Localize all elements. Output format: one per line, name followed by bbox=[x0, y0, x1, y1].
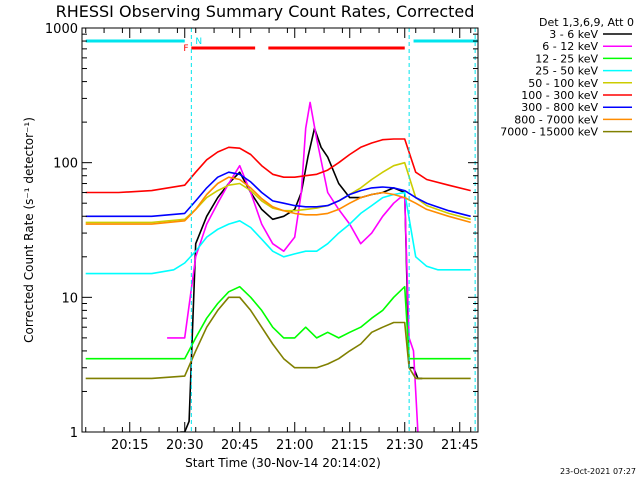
legend-entry-label: 3 - 6 keV bbox=[549, 28, 598, 41]
x-tick-label: 21:00 bbox=[276, 438, 313, 453]
flags-layer: NF bbox=[85, 28, 478, 432]
series-6 bbox=[85, 138, 471, 194]
series-9 bbox=[85, 296, 471, 380]
x-tick-label: 21:15 bbox=[331, 438, 368, 453]
series-line bbox=[85, 138, 471, 194]
series-line bbox=[180, 127, 423, 432]
series-3 bbox=[85, 285, 471, 360]
series-line bbox=[85, 285, 471, 360]
legend-entry-label: 100 - 300 keV bbox=[521, 89, 598, 102]
series-7 bbox=[85, 171, 471, 218]
legend-entry-label: 300 - 800 keV bbox=[521, 101, 598, 114]
y-tick-label: 1000 bbox=[45, 22, 78, 37]
series-8 bbox=[85, 176, 471, 225]
y-tick-label: 10 bbox=[61, 291, 78, 306]
series-4 bbox=[85, 191, 471, 275]
legend-entry-label: 7000 - 15000 keV bbox=[500, 126, 598, 139]
series-line bbox=[85, 296, 471, 380]
x-tick-label: 20:30 bbox=[166, 438, 203, 453]
legend-entry-label: 6 - 12 keV bbox=[542, 40, 598, 53]
x-tick-label: 20:45 bbox=[221, 438, 258, 453]
series-line bbox=[85, 191, 471, 275]
x-tick-label: 21:30 bbox=[386, 438, 423, 453]
legend-entry-label: 12 - 25 keV bbox=[535, 52, 598, 65]
y-axis-label: Corrected Count Rate (s⁻¹ detector⁻¹) bbox=[22, 117, 36, 343]
series-1 bbox=[180, 127, 423, 432]
legend-header: Det 1,3,6,9, Att 0 bbox=[539, 16, 634, 29]
series-line bbox=[85, 171, 471, 218]
chart-title: RHESSI Observing Summary Count Rates, Co… bbox=[56, 2, 475, 21]
flare-flag-label: F bbox=[183, 44, 188, 54]
night-flag-label: N bbox=[195, 37, 202, 47]
y-tick-label: 100 bbox=[53, 157, 78, 172]
x-tick-label: 20:15 bbox=[111, 438, 148, 453]
ticks-layer: 1 10 100 1000 20:15 20:30 20:45 21:00 21:15 21:30… bbox=[45, 22, 479, 453]
series-line bbox=[167, 101, 419, 432]
legend-entry-label: 800 - 7000 keV bbox=[514, 113, 598, 126]
legend-entry-label: 50 - 100 keV bbox=[528, 77, 598, 90]
series-2 bbox=[167, 101, 419, 432]
series-line bbox=[85, 161, 471, 224]
timestamp-footer: 23-Oct-2021 07:27 bbox=[560, 467, 636, 476]
legend-entry-label: 25 - 50 keV bbox=[535, 65, 598, 78]
series-layer bbox=[85, 101, 471, 432]
series-line bbox=[85, 176, 471, 225]
x-tick-label: 21:45 bbox=[441, 438, 478, 453]
y-tick-label: 1 bbox=[70, 426, 78, 441]
x-axis-label: Start Time (30-Nov-14 20:14:02) bbox=[185, 456, 381, 470]
plot-frame bbox=[81, 27, 479, 433]
series-5 bbox=[85, 161, 471, 224]
